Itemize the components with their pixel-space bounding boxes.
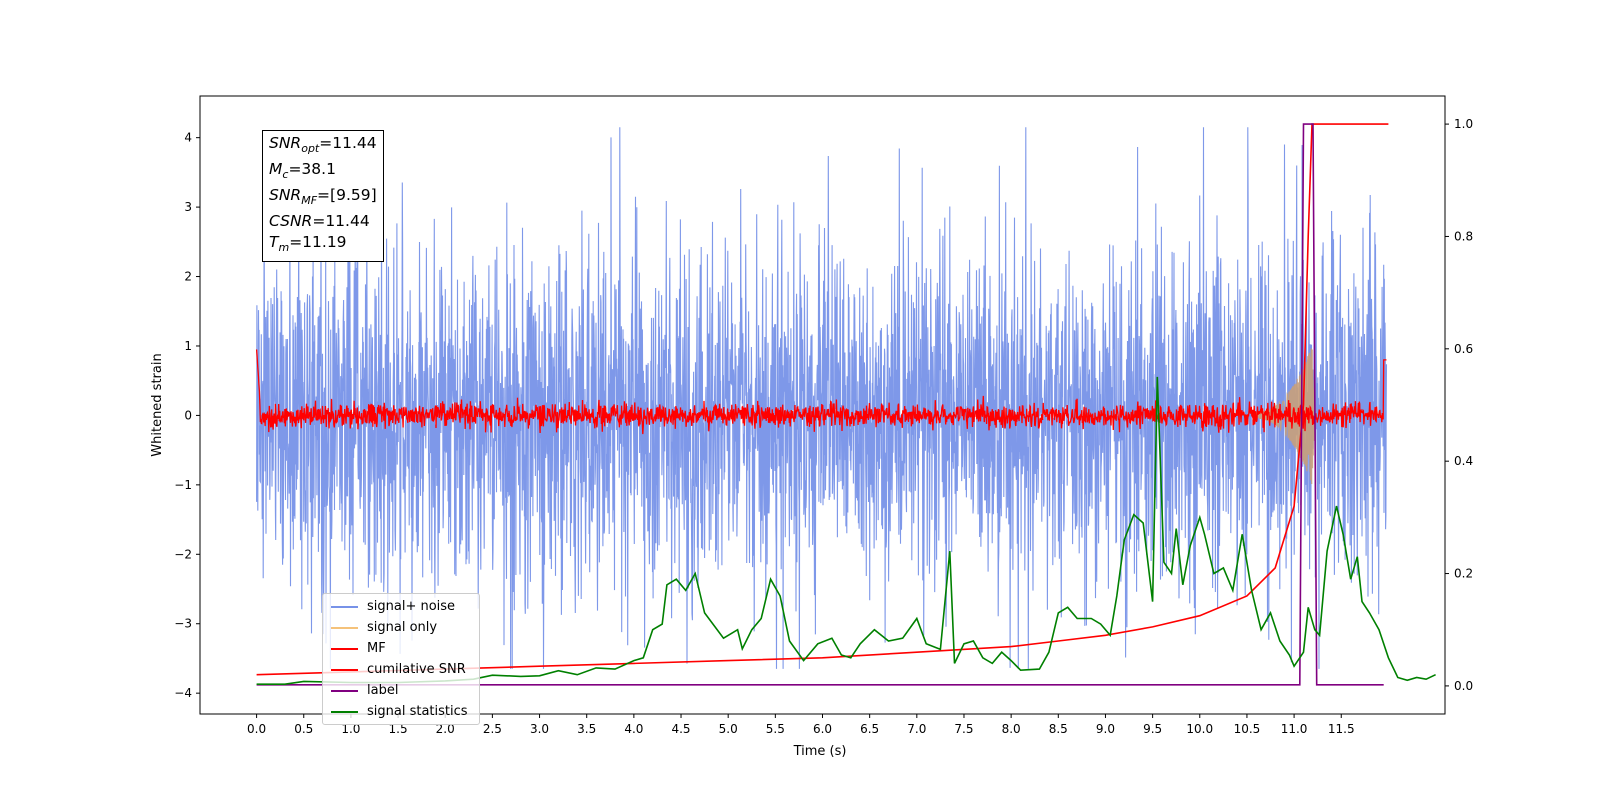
x-tick-label: 7.5 <box>954 722 973 736</box>
legend-item-signal-noise: signal+ noise <box>323 596 479 617</box>
legend-swatch <box>331 626 358 629</box>
y-tick-label-right: 0.2 <box>1454 567 1473 581</box>
legend-swatch <box>331 710 358 713</box>
y-axis-right: 1.0 0.8 0.6 0.4 0.2 0.0 <box>1445 117 1473 693</box>
y-tick-label-right: 0.6 <box>1454 342 1473 356</box>
y-tick-label-right: 0.8 <box>1454 229 1473 243</box>
x-tick-label: 7.0 <box>907 722 926 736</box>
stats-annotation-box: SNRopt=11.44 Mc=38.1 SNRMF=[9.59] CSNR=1… <box>262 130 384 263</box>
signal-only-line <box>1255 348 1316 485</box>
mc-line: Mc=38.1 <box>269 160 336 182</box>
x-tick-label: 4.0 <box>624 722 643 736</box>
legend-swatch <box>331 605 358 608</box>
y-tick-label-left: 4 <box>184 131 192 145</box>
x-axis-label: Time (s) <box>793 744 847 759</box>
y-tick-label-left: 2 <box>184 270 192 284</box>
legend-item-signal-statistics: signal statistics <box>323 701 479 722</box>
legend-swatch <box>331 668 358 671</box>
legend-item-label: label <box>323 680 479 701</box>
csnr-line: CSNR=11.44 <box>269 212 370 231</box>
y-tick-label-right: 0.0 <box>1454 679 1473 693</box>
legend-label: signal only <box>367 620 438 635</box>
snr-opt-line: SNRopt=11.44 <box>269 134 377 156</box>
y-tick-label-right: 1.0 <box>1454 117 1473 131</box>
x-tick-label: 1.5 <box>389 722 408 736</box>
legend: signal+ noise signal only MF cumilative … <box>322 593 480 725</box>
y-axis-left: 4 3 2 1 0 −1 −2 −3 −4 <box>174 131 200 700</box>
y-tick-label-left: −3 <box>174 617 192 631</box>
x-tick-label: 0.0 <box>247 722 266 736</box>
x-tick-label: 6.5 <box>860 722 879 736</box>
x-tick-label: 6.0 <box>813 722 832 736</box>
x-tick-label: 5.5 <box>766 722 785 736</box>
y-tick-label-left: 0 <box>184 408 192 422</box>
legend-label: signal+ noise <box>367 599 456 614</box>
legend-item-mf: MF <box>323 638 479 659</box>
x-tick-label: 0.5 <box>294 722 313 736</box>
legend-label: label <box>367 683 399 698</box>
x-tick-label: 3.0 <box>530 722 549 736</box>
snr-mf-line: SNRMF=[9.59] <box>269 186 377 208</box>
y-tick-label-right: 0.4 <box>1454 454 1473 468</box>
x-tick-label: 3.5 <box>577 722 596 736</box>
x-axis: 0.0 0.5 1.0 1.5 2.0 2.5 3.0 3.5 4.0 4.5 5.0 5.5 6.0 6… <box>247 714 1355 736</box>
x-tick-label: 11.5 <box>1328 722 1355 736</box>
signal-noise-line <box>256 127 1388 669</box>
x-tick-label: 10.0 <box>1186 722 1213 736</box>
legend-label: cumilative SNR <box>367 662 466 677</box>
legend-item-cumulative-snr: cumilative SNR <box>323 659 479 680</box>
x-tick-label: 8.5 <box>1049 722 1068 736</box>
legend-swatch <box>331 647 358 650</box>
y-tick-label-left: −1 <box>174 478 192 492</box>
signal-statistics-line <box>256 376 1436 686</box>
y-axis-label: Whitened strain <box>150 353 165 456</box>
x-tick-label: 2.5 <box>483 722 502 736</box>
y-tick-label-left: 3 <box>184 200 192 214</box>
x-tick-label: 4.5 <box>671 722 690 736</box>
x-tick-label: 11.0 <box>1281 722 1308 736</box>
y-tick-label-left: −2 <box>174 547 192 561</box>
legend-label: MF <box>367 641 386 656</box>
x-tick-label: 1.0 <box>341 722 360 736</box>
y-tick-label-left: 1 <box>184 339 192 353</box>
x-tick-label: 2.0 <box>436 722 455 736</box>
legend-swatch <box>331 689 358 692</box>
right-axis-series <box>256 123 1436 686</box>
x-tick-label: 8.0 <box>1002 722 1021 736</box>
tm-line: Tm=11.19 <box>269 233 347 255</box>
legend-item-signal-only: signal only <box>323 617 479 638</box>
mf-line <box>255 349 1387 435</box>
label-line <box>256 123 1384 686</box>
mf-series <box>255 349 1387 435</box>
x-tick-label: 9.5 <box>1143 722 1162 736</box>
y-tick-label-left: −4 <box>174 686 192 700</box>
legend-label: signal statistics <box>367 704 468 719</box>
x-tick-label: 10.5 <box>1234 722 1261 736</box>
signal-only-series <box>1255 348 1316 485</box>
signal-noise-series <box>256 127 1388 669</box>
x-tick-label: 9.0 <box>1096 722 1115 736</box>
x-tick-label: 5.0 <box>719 722 738 736</box>
